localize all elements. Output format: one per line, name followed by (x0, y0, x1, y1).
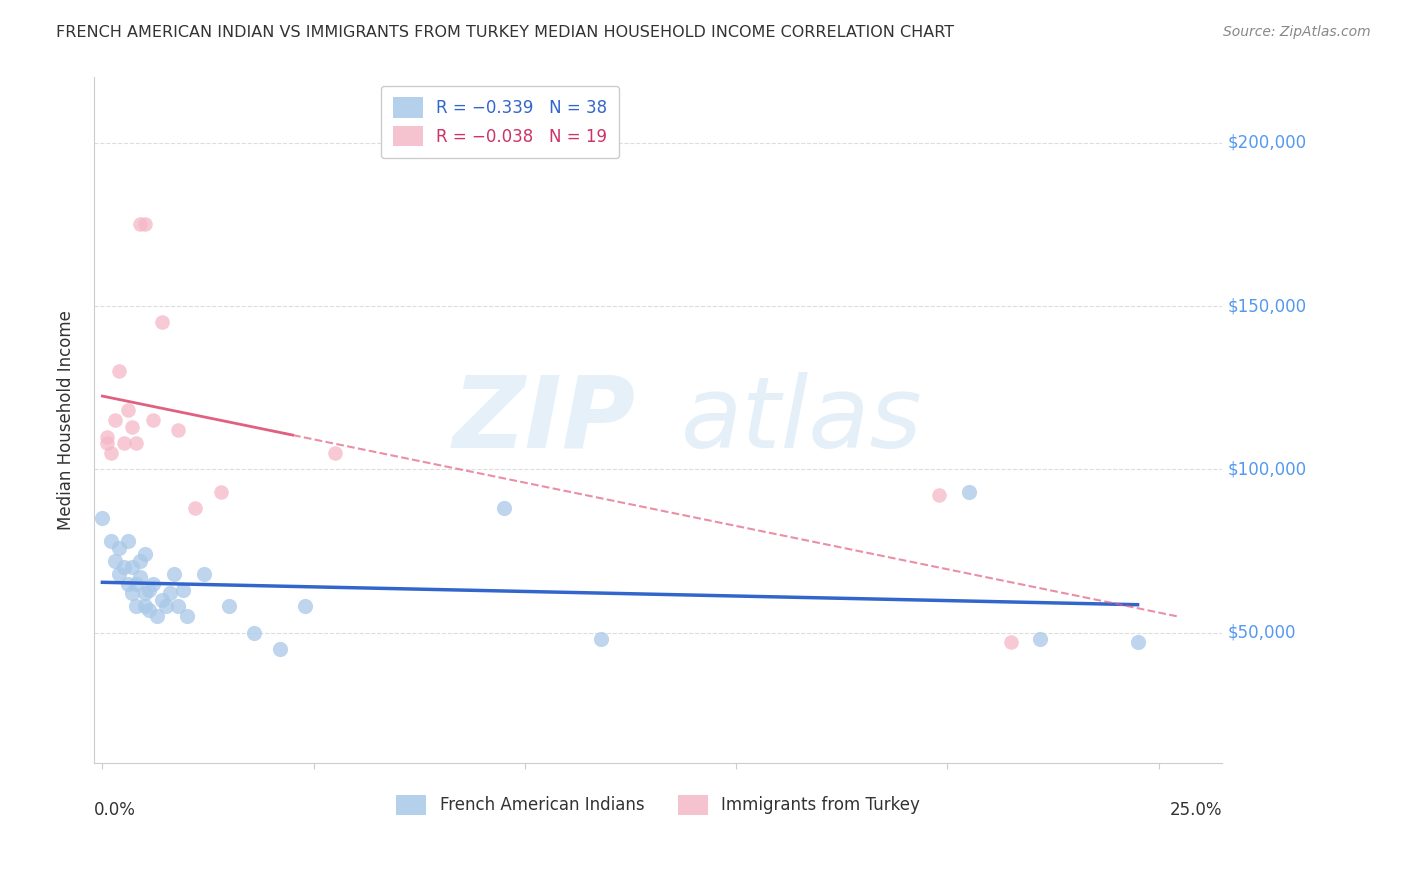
Text: $50,000: $50,000 (1227, 624, 1296, 641)
Point (269, 641, 291, 656)
Text: atlas: atlas (681, 372, 922, 469)
Point (134, 547, 156, 561)
Point (193, 566, 215, 581)
Point (218, 599, 240, 614)
Point (209, 485, 232, 500)
Point (163, 566, 186, 581)
Point (104, 413, 127, 427)
Point (589, 632, 612, 646)
Point (134, 218, 156, 232)
Point (100, 534, 122, 549)
Y-axis label: Median Household Income: Median Household Income (58, 310, 75, 530)
Point (112, 560, 135, 574)
Point (117, 534, 139, 549)
Point (1126, 635, 1149, 649)
Point (294, 599, 316, 614)
Point (176, 609, 198, 624)
Point (1029, 632, 1052, 646)
Point (125, 576, 148, 591)
Point (129, 218, 152, 232)
Text: 25.0%: 25.0% (1170, 801, 1222, 819)
Point (138, 583, 160, 598)
Point (108, 566, 131, 581)
Point (159, 586, 181, 600)
Point (957, 485, 980, 500)
Point (117, 403, 139, 417)
Point (108, 541, 131, 555)
Legend: French American Indians, Immigrants from Turkey: French American Indians, Immigrants from… (388, 787, 928, 823)
Point (167, 599, 190, 614)
Point (108, 364, 131, 378)
Text: ZIP: ZIP (453, 372, 636, 469)
Point (121, 419, 143, 434)
Point (125, 599, 148, 614)
Point (96, 436, 118, 450)
Point (323, 446, 346, 460)
Point (142, 576, 165, 591)
Point (138, 602, 160, 616)
Point (104, 554, 127, 568)
Point (96, 429, 118, 443)
Point (155, 599, 177, 614)
Point (243, 625, 266, 640)
Point (134, 599, 156, 614)
Text: Source: ZipAtlas.com: Source: ZipAtlas.com (1223, 25, 1371, 39)
Point (121, 560, 143, 574)
Point (1000, 635, 1022, 649)
Point (142, 413, 165, 427)
Point (134, 586, 156, 600)
Point (172, 583, 194, 598)
Point (184, 501, 207, 516)
Point (100, 446, 122, 460)
Text: FRENCH AMERICAN INDIAN VS IMMIGRANTS FROM TURKEY MEDIAN HOUSEHOLD INCOME CORRELA: FRENCH AMERICAN INDIAN VS IMMIGRANTS FRO… (56, 25, 955, 40)
Point (146, 609, 169, 624)
Text: 0.0%: 0.0% (94, 801, 136, 819)
Point (150, 315, 173, 329)
Point (167, 423, 190, 437)
Point (117, 576, 139, 591)
Point (91, 511, 114, 525)
Text: $200,000: $200,000 (1227, 134, 1306, 152)
Point (129, 554, 152, 568)
Point (129, 570, 152, 584)
Text: $100,000: $100,000 (1227, 460, 1306, 478)
Point (492, 501, 515, 516)
Point (121, 586, 143, 600)
Point (125, 436, 148, 450)
Point (112, 436, 135, 450)
Point (150, 592, 173, 607)
Text: $150,000: $150,000 (1227, 297, 1306, 315)
Point (928, 488, 950, 502)
